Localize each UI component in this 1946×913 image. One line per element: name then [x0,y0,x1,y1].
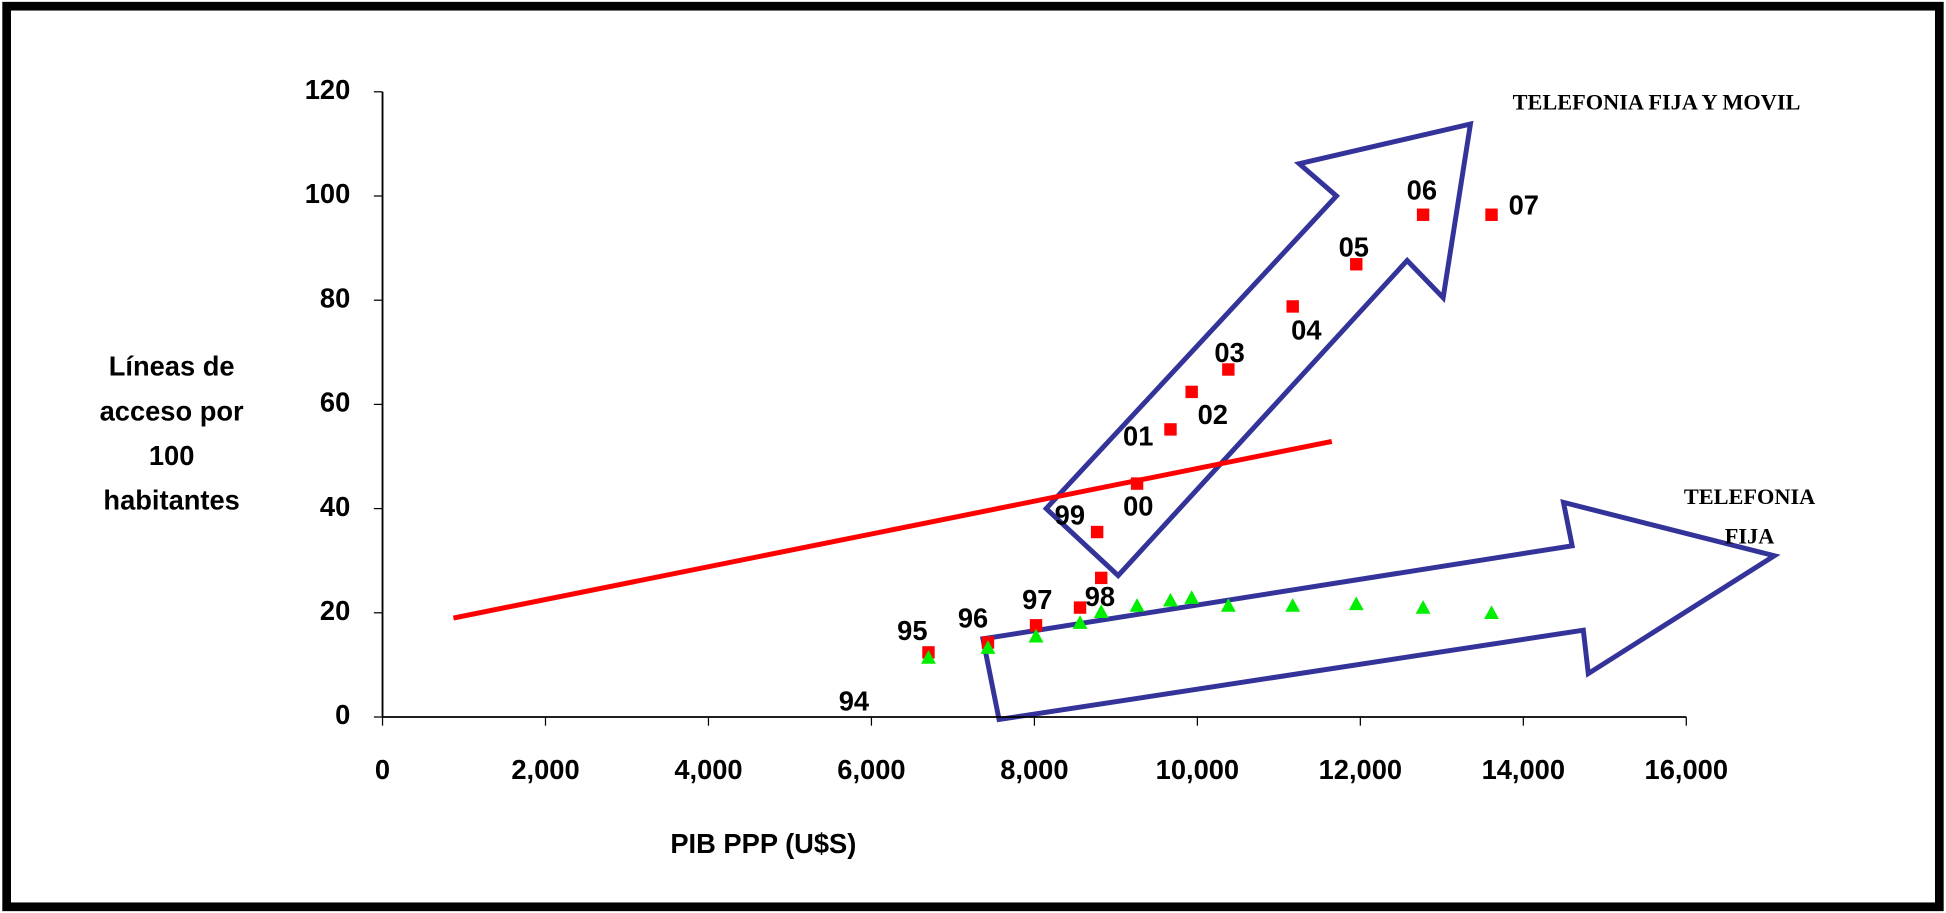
x-tick-label: 12,000 [1319,754,1402,785]
point [1185,385,1198,399]
point [1285,598,1301,612]
point [1090,525,1104,539]
x-tick-label: 6,000 [837,754,905,785]
point-label: 01 [1123,420,1153,451]
x-axis-label: PIB PPP (U$S) [670,828,856,859]
y-tick-label: 120 [305,74,351,105]
point [1095,571,1108,585]
y-axis-label: habitantes [103,485,239,516]
arrow-lower [979,499,1781,723]
point [1072,615,1088,629]
point-label: 06 [1407,175,1437,206]
y-axis-label: Líneas de [109,351,235,382]
trend-line [452,438,1333,621]
y-tick-label: 100 [305,178,351,209]
x-tick-label: 10,000 [1156,754,1239,785]
arrow-upper [1042,120,1474,580]
point [921,650,936,664]
point-label: 03 [1214,337,1244,368]
point-label: 97 [1022,584,1052,615]
point [1029,619,1043,632]
y-tick-label: 80 [320,282,350,313]
y-axis-label: acceso por [100,395,244,426]
point [1073,601,1087,614]
annotation: 94 [839,686,870,717]
point [1129,598,1145,612]
point [1415,600,1431,614]
point [1184,590,1200,604]
point-label: 99 [1055,499,1085,530]
point-label: 07 [1509,190,1539,221]
point [1093,604,1109,618]
point [1350,258,1363,271]
point [1485,208,1498,221]
point [1220,598,1236,612]
annotation: FIJA [1725,523,1775,548]
point [1484,605,1499,620]
point [980,640,996,654]
point [1348,596,1364,611]
point [1286,300,1299,313]
point [1222,363,1235,376]
y-axis-label: 100 [149,440,195,471]
point-label: 96 [958,602,988,633]
point [1416,208,1430,221]
point-label: 95 [897,615,927,646]
x-tick-label: 0 [375,754,390,785]
y-tick-label: 20 [320,595,350,626]
y-tick-label: 0 [335,699,350,730]
point-label: 05 [1339,232,1369,263]
x-tick-label: 16,000 [1645,754,1728,785]
annotation: TELEFONIA FIJA Y MOVIL [1513,89,1801,114]
point-label: 00 [1123,491,1153,522]
point [1164,423,1177,436]
x-tick-label: 4,000 [674,754,742,785]
point [1028,628,1044,643]
y-tick-label: 60 [320,387,350,418]
x-tick-label: 2,000 [511,754,579,785]
x-tick-label: 8,000 [1000,754,1068,785]
point-label: 02 [1198,399,1228,430]
point-label: 04 [1291,315,1322,346]
annotation: TELEFONIA [1684,484,1815,509]
point [1163,592,1178,607]
x-tick-label: 14,000 [1482,754,1565,785]
y-tick-label: 40 [320,491,350,522]
